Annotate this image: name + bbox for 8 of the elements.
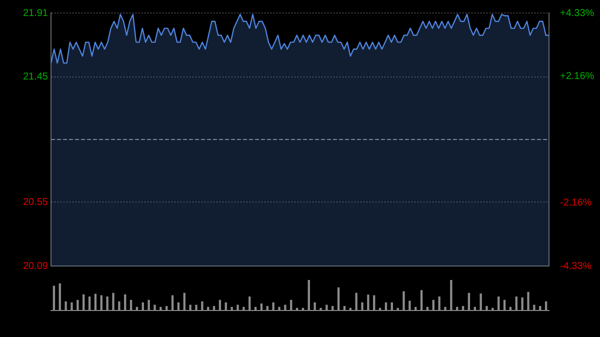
y2-tick-label: -2.16%	[560, 197, 592, 208]
y2-tick-label: -4.33%	[560, 260, 592, 272]
y-tick-label: 21.91	[22, 8, 48, 19]
y2-tick-label: +2.16%	[560, 71, 594, 82]
y-tick-label: 21.45	[22, 72, 48, 83]
y-tick-label: 20.55	[22, 196, 48, 208]
y-tick-label: 20.09	[22, 260, 48, 272]
y2-tick-label: +4.33%	[560, 8, 594, 19]
